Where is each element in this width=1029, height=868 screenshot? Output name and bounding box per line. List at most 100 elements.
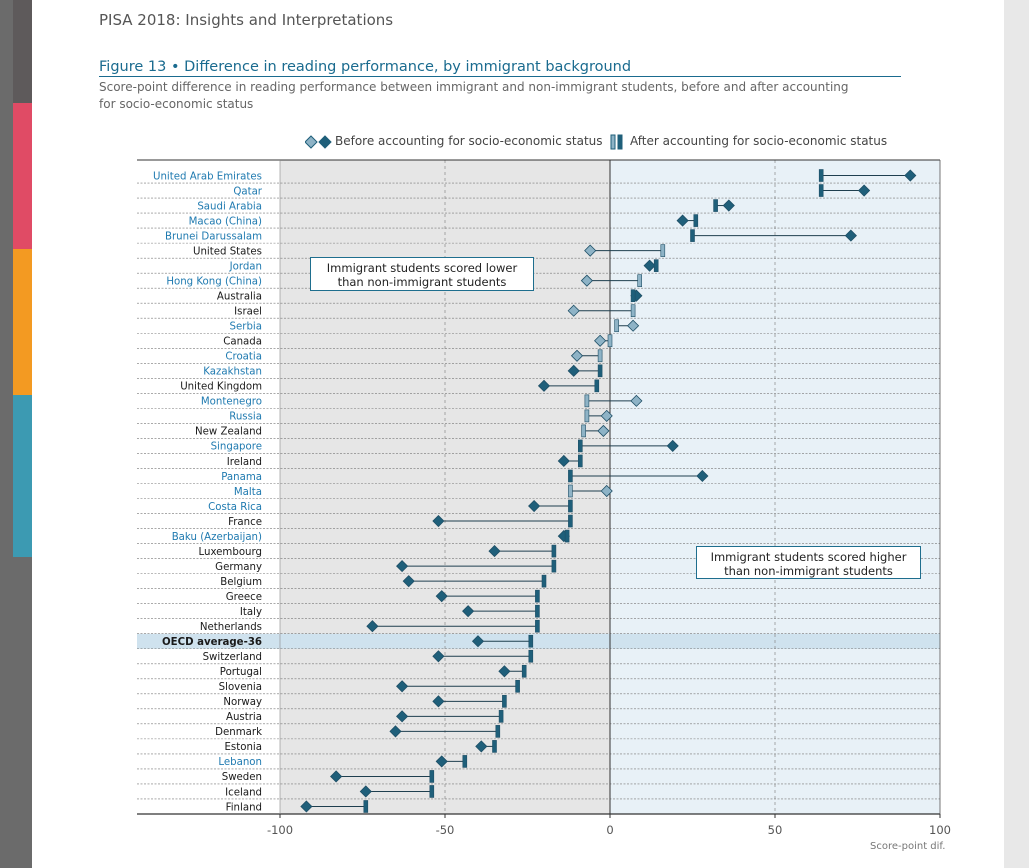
country-label: Serbia (230, 322, 262, 333)
before-diamond-marker (570, 349, 584, 362)
after-bar-marker (693, 214, 699, 227)
before-diamond-marker (676, 214, 689, 227)
after-bar-marker (630, 289, 636, 302)
country-label: Montenegro (201, 397, 262, 408)
country-label: Jordan (229, 261, 262, 272)
before-diamond-marker (858, 184, 871, 197)
country-label: Norway (223, 697, 262, 708)
before-diamond-marker (475, 740, 488, 753)
before-diamond-marker (567, 364, 580, 377)
country-label: Ireland (227, 457, 262, 468)
after-bar-marker (713, 199, 718, 212)
before-diamond-marker (696, 469, 709, 483)
country-label: Panama (221, 472, 262, 483)
before-diamond-marker (366, 620, 379, 633)
country-label: Malta (234, 487, 262, 498)
figure-title-text: Difference in reading performance, by im… (184, 59, 632, 75)
country-label: Qatar (233, 186, 262, 197)
country-label: Denmark (215, 727, 262, 738)
country-label: Netherlands (200, 622, 262, 633)
country-label: Iceland (225, 787, 262, 798)
chapter-tab-orange (13, 249, 32, 395)
after-bar-marker (690, 229, 695, 242)
after-bar-marker (429, 785, 435, 798)
before-diamond-marker (557, 454, 570, 468)
after-bar-marker (528, 634, 534, 648)
x-tick-label: -50 (436, 823, 455, 837)
x-tick-label: -100 (267, 823, 293, 837)
country-label: OECD average-36 (162, 637, 262, 648)
bar-legend-icon (610, 134, 623, 150)
before-diamond-marker (300, 800, 313, 813)
after-bar-marker (363, 800, 369, 813)
country-label: Canada (223, 337, 262, 348)
country-label: New Zealand (195, 427, 262, 438)
after-bar-marker (637, 274, 643, 287)
after-bar-marker (597, 349, 603, 363)
after-bar-marker (630, 304, 636, 318)
before-diamond-marker (432, 695, 445, 708)
figure-number: Figure 13 (99, 59, 167, 75)
after-bar-marker (564, 529, 570, 543)
before-diamond-marker (471, 635, 485, 648)
after-bar-marker (581, 424, 586, 438)
before-diamond-marker (627, 319, 640, 332)
country-label: Brunei Darussalam (165, 231, 262, 242)
before-diamond-marker (432, 650, 445, 663)
oecd-highlight-row (137, 633, 940, 649)
after-bar-marker (568, 469, 573, 483)
before-diamond-marker (435, 590, 448, 603)
country-label: United Arab Emirates (153, 171, 262, 182)
country-label: Luxembourg (199, 547, 263, 558)
after-bar-marker (515, 680, 520, 693)
country-label: Croatia (225, 352, 262, 363)
chapter-tab-bottom (13, 557, 32, 868)
before-diamond-marker (435, 755, 448, 768)
after-bar-marker (568, 514, 573, 528)
after-bar-marker (535, 589, 540, 603)
after-bar-marker (597, 364, 603, 378)
after-bar-marker (653, 259, 659, 272)
after-bar-marker (535, 604, 540, 618)
after-bar-marker (495, 725, 501, 738)
country-label: Hong Kong (China) (166, 276, 262, 287)
before-diamond-marker (722, 199, 735, 212)
country-label: Slovenia (219, 682, 262, 693)
before-diamond-marker (600, 484, 613, 498)
country-label: Austria (226, 712, 262, 723)
country-label: Portugal (220, 667, 262, 678)
after-bar-marker (462, 755, 468, 768)
after-bar-marker (584, 409, 590, 423)
x-tick-label: 0 (606, 823, 613, 837)
country-label: Russia (229, 412, 262, 423)
before-diamond-marker (396, 560, 409, 573)
before-diamond-marker (396, 710, 409, 723)
legend-before: Before accounting for socio-economic sta… (305, 134, 603, 150)
after-bar-marker (541, 574, 547, 588)
country-label: Kazakhstan (203, 367, 262, 378)
before-diamond-marker (330, 770, 343, 783)
before-diamond-marker (904, 169, 917, 182)
x-axis-label: Score-point dif. (870, 841, 946, 852)
country-label: Estonia (224, 742, 262, 753)
country-label: Belgium (220, 577, 262, 588)
running-head: PISA 2018: Insights and Interpretations (99, 11, 394, 29)
country-label: Germany (215, 562, 262, 573)
country-label: Saudi Arabia (197, 201, 262, 212)
chapter-tab-red (13, 103, 32, 249)
before-diamond-marker (528, 499, 541, 513)
before-diamond-marker (396, 680, 409, 693)
diamond-legend-icon (305, 135, 332, 149)
chapter-tab-grey (13, 0, 32, 103)
before-diamond-marker (432, 514, 445, 528)
country-label: Australia (217, 291, 262, 302)
before-diamond-marker (498, 665, 511, 678)
after-bar-marker (568, 499, 573, 513)
after-bar-marker (551, 544, 557, 558)
before-diamond-marker (402, 575, 415, 588)
after-bar-marker (818, 169, 824, 182)
country-label: Israel (234, 307, 262, 318)
before-diamond-marker (666, 439, 679, 452)
after-bar-marker (577, 454, 583, 468)
